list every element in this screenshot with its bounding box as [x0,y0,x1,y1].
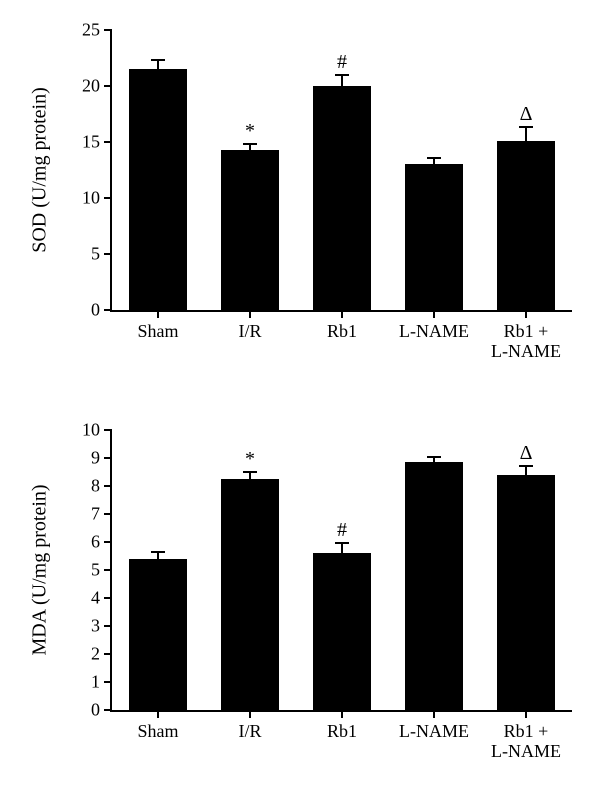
mda-y-tick-label: 1 [91,672,112,693]
mda-errorbar-cap [427,456,441,458]
mda-bar [221,479,278,710]
sod-errorbar [341,75,343,86]
sod-errorbar-cap [243,143,257,145]
sod-x-tick-label: L-NAME [399,310,469,342]
mda-y-tick-label: 5 [91,560,112,581]
sod-errorbar-cap [335,74,349,76]
mda-x-tick-label: Rb1 + L-NAME [491,710,561,762]
mda-y-tick-label: 10 [82,420,112,441]
mda-bar [405,462,462,710]
sod-bar [497,141,554,310]
mda-errorbar [157,552,159,559]
mda-bar [497,475,554,710]
sod-y-axis-label: SOD (U/mg protein) [29,87,52,253]
mda-x-tick-label: L-NAME [399,710,469,742]
mda-y-tick-label: 7 [91,504,112,525]
sod-annotation: * [245,120,255,143]
mda-annotation: * [245,448,255,471]
sod-y-tick-label: 5 [91,244,112,265]
sod-errorbar-cap [151,59,165,61]
mda-bar [313,553,370,710]
sod-y-tick-label: 15 [82,132,112,153]
sod-errorbar [433,158,435,165]
sod-annotation: Δ [520,103,533,126]
sod-x-tick-label: Sham [137,310,178,342]
mda-y-tick-label: 2 [91,644,112,665]
sod-annotation: # [337,51,347,74]
sod-y-tick-label: 25 [82,20,112,41]
sod-errorbar-cap [427,157,441,159]
sod-errorbar-cap [519,126,533,128]
sod-bar [129,69,186,310]
mda-annotation: # [337,519,347,542]
mda-errorbar [341,543,343,553]
sod-bar [405,164,462,310]
mda-chart: MDA (U/mg protein) 012345678910ShamI/R*R… [0,420,600,780]
mda-errorbar [525,466,527,474]
mda-y-tick-label: 4 [91,588,112,609]
mda-errorbar-cap [335,542,349,544]
mda-x-tick-label: Sham [137,710,178,742]
mda-x-tick-label: I/R [238,710,261,742]
sod-plot-area: 0510152025ShamI/R*Rb1#L-NAMERb1 + L-NAME… [110,30,572,312]
sod-y-tick-label: 0 [91,300,112,321]
sod-y-tick-label: 20 [82,76,112,97]
sod-errorbar [525,127,527,140]
mda-errorbar [249,472,251,479]
mda-x-tick-label: Rb1 [327,710,357,742]
sod-bar [313,86,370,310]
mda-y-tick-label: 0 [91,700,112,721]
sod-x-tick-label: Rb1 + L-NAME [491,310,561,362]
mda-y-tick-label: 3 [91,616,112,637]
mda-errorbar-cap [243,471,257,473]
mda-errorbar-cap [151,551,165,553]
mda-y-axis-label: MDA (U/mg protein) [29,484,52,655]
mda-y-tick-label: 6 [91,532,112,553]
mda-bar [129,559,186,710]
sod-x-tick-label: Rb1 [327,310,357,342]
sod-errorbar [157,60,159,69]
sod-x-tick-label: I/R [238,310,261,342]
mda-y-tick-label: 8 [91,476,112,497]
sod-y-tick-label: 10 [82,188,112,209]
sod-bar [221,150,278,310]
mda-y-tick-label: 9 [91,448,112,469]
sod-chart: SOD (U/mg protein) 0510152025ShamI/R*Rb1… [0,20,600,380]
mda-annotation: Δ [520,442,533,465]
mda-plot-area: 012345678910ShamI/R*Rb1#L-NAMERb1 + L-NA… [110,430,572,712]
mda-errorbar-cap [519,465,533,467]
page: SOD (U/mg protein) 0510152025ShamI/R*Rb1… [0,0,600,796]
